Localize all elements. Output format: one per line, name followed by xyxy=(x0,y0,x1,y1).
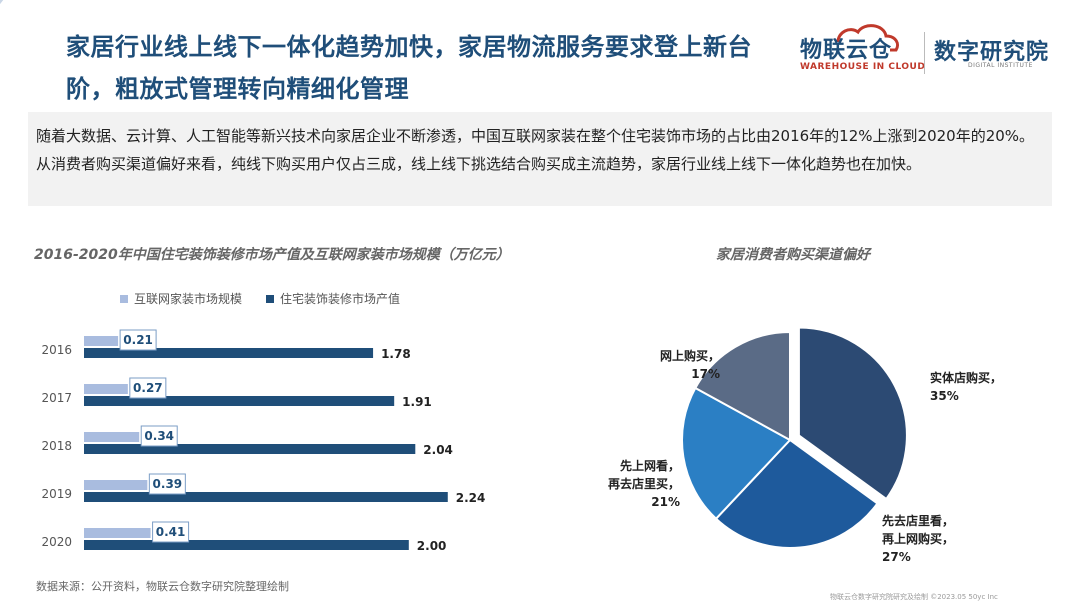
legend-label-residential: 住宅装饰装修市场产值 xyxy=(280,292,401,306)
legend-swatch-internet xyxy=(120,294,128,303)
value-label-residential-2018: 2.04 xyxy=(423,443,453,457)
institute-name: 数字研究院 xyxy=(934,40,1050,65)
label-box-internet-2017 xyxy=(129,377,167,399)
intro-summary: 随着大数据、云计算、人工智能等新兴技术向家居企业不断渗透，中国互联网家装在整个住… xyxy=(28,112,1052,206)
category-label-2016: 2016 xyxy=(41,343,72,357)
pie-label-0: 实体店购买， 35% xyxy=(930,370,1002,403)
pie-slice-1 xyxy=(714,438,879,549)
pie-chart-title: 家居消费者购买渠道偏好 xyxy=(716,247,870,263)
category-label-2020: 2020 xyxy=(41,535,72,549)
bar-residential-2019 xyxy=(84,492,448,502)
label-box-internet-2016 xyxy=(119,329,157,351)
bar-internet-2019 xyxy=(84,480,148,490)
pie-label-3: 网上购买， 17% xyxy=(660,348,720,381)
pie-slice-3 xyxy=(694,330,791,442)
pie-chart: 实体店购买， 35% 先去店里看，再上网购买， 27% 先上网看，再去店里买， 21% 网上… xyxy=(608,326,1002,564)
bar-internet-2016 xyxy=(84,336,119,346)
legend-swatch-residential xyxy=(266,294,275,303)
pie-label-1: 先去店里看，再上网购买， 27% xyxy=(882,513,954,564)
legend-label-internet: 互联网家装市场规模 xyxy=(134,292,243,306)
bar-chart: 2016 0.21 1.78 2017 0.27 1.91 2018 0.34 2.04 2019… xyxy=(41,329,486,553)
category-label-2019: 2019 xyxy=(41,487,72,501)
value-label-internet-2019: 0.39 xyxy=(153,477,183,491)
institute-subtitle: DIGITAL INSTITUTE xyxy=(968,62,1033,69)
pie-slice-2 xyxy=(681,386,792,521)
corner-stripe-light xyxy=(0,0,10,111)
label-box-internet-2018 xyxy=(140,425,178,447)
category-label-2018: 2018 xyxy=(41,439,72,453)
value-label-internet-2018: 0.34 xyxy=(144,429,174,443)
bar-residential-2020 xyxy=(84,540,409,550)
logo-divider xyxy=(924,32,925,74)
legend-item-residential: 住宅装饰装修市场产值 xyxy=(266,290,400,307)
cloud-logo-icon xyxy=(836,24,900,52)
value-label-internet-2017: 0.27 xyxy=(133,381,163,395)
bar-internet-2017 xyxy=(84,384,128,394)
category-label-2017: 2017 xyxy=(41,391,72,405)
bar-internet-2020 xyxy=(84,528,151,538)
legend-item-internet: 互联网家装市场规模 xyxy=(120,290,242,307)
bar-chart-title: 2016-2020年中国住宅装饰装修市场产值及互联网家装市场规模（万亿元） xyxy=(34,247,510,263)
data-source-note: 数据来源：公开资料，物联云仓数字研究院整理绘制 xyxy=(36,580,289,593)
value-label-internet-2020: 0.41 xyxy=(156,525,186,539)
value-label-residential-2020: 2.00 xyxy=(417,539,447,553)
value-label-internet-2016: 0.21 xyxy=(123,333,153,347)
label-box-internet-2019 xyxy=(148,473,186,495)
bar-internet-2018 xyxy=(84,432,140,442)
bar-residential-2017 xyxy=(84,396,395,406)
pie-label-2: 先上网看，再去店里买， 21% xyxy=(608,458,680,509)
bar-chart-legend: 互联网家装市场规模 住宅装饰装修市场产值 xyxy=(120,290,400,307)
bar-residential-2018 xyxy=(84,444,416,454)
pie-slice-0 xyxy=(797,326,908,501)
page-title: 家居行业线上线下一体化趋势加快，家居物流服务要求登上新台阶，粗放式管理转向精细化… xyxy=(66,33,752,103)
brand-logos: 物联云仓 WAREHOUSE IN CLOUD 数字研究院 DIGITAL IN… xyxy=(798,20,1060,80)
value-label-residential-2019: 2.24 xyxy=(456,491,486,505)
label-box-internet-2020 xyxy=(152,521,190,543)
brand-name: 物联云仓 xyxy=(800,38,893,63)
bar-residential-2016 xyxy=(84,348,374,358)
value-label-residential-2017: 1.91 xyxy=(402,395,432,409)
value-label-residential-2016: 1.78 xyxy=(381,347,411,361)
brand-subtitle: WAREHOUSE IN CLOUD xyxy=(800,62,926,72)
footer-copyright: 物联云仓数字研究院研究及绘制 ©2023.05 50yc Inc xyxy=(830,593,998,601)
